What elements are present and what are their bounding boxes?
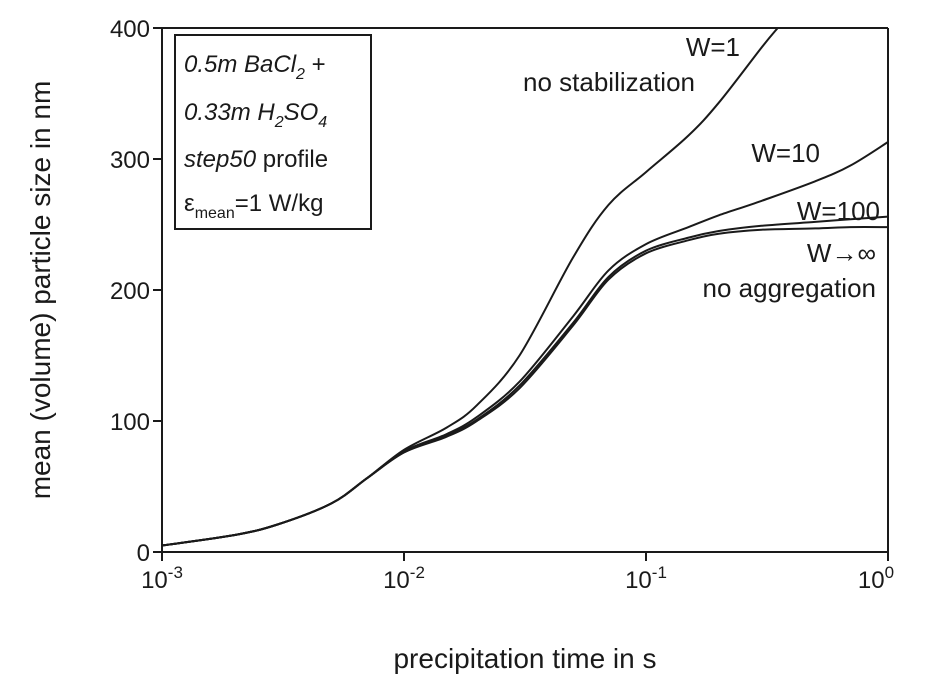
x-axis-label: precipitation time in s <box>393 643 656 674</box>
x-tick-label: 100 <box>858 563 894 594</box>
series-label-no-stabilization: no stabilization <box>523 67 695 97</box>
y-axis-label: mean (volume) particle size in nm <box>25 81 56 500</box>
x-tick-label: 10-1 <box>625 563 667 594</box>
series-label-w100: W=100 <box>797 196 880 226</box>
series-label-w10: W=10 <box>751 138 820 168</box>
conditions-line-epsilon: εmean=1 W/kg <box>184 190 323 222</box>
y-tick-labels: 0 100 200 300 400 <box>110 16 150 567</box>
ticks <box>153 27 889 561</box>
y-tick-label: 100 <box>110 409 150 436</box>
x-tick-label: 10-3 <box>141 563 183 594</box>
y-tick-label: 300 <box>110 147 150 174</box>
conditions-line-profile: step50 profile <box>184 146 328 173</box>
series-label-w1: W=1 <box>686 32 740 62</box>
y-tick-label: 400 <box>110 16 150 43</box>
series-label-no-aggregation: no aggregation <box>703 273 876 303</box>
conditions-line-bacl2: 0.5m BaCl2 + <box>184 51 326 83</box>
conditions-box: 0.5m BaCl2 + 0.33m H2SO4 step50 profile … <box>174 34 372 230</box>
series-lines <box>161 27 889 547</box>
y-tick-label: 200 <box>110 278 150 305</box>
conditions-line-h2so4: 0.33m H2SO4 <box>184 99 327 131</box>
series-line-3 <box>161 226 889 547</box>
x-tick-label: 10-2 <box>383 563 425 594</box>
x-tick-labels: 10-3 10-2 10-1 100 <box>141 563 894 594</box>
conditions-box-frame <box>174 34 372 230</box>
y-tick-label: 0 <box>137 540 150 567</box>
series-line-2 <box>161 215 889 547</box>
series-label-w-infinity: W→∞ <box>807 238 876 268</box>
